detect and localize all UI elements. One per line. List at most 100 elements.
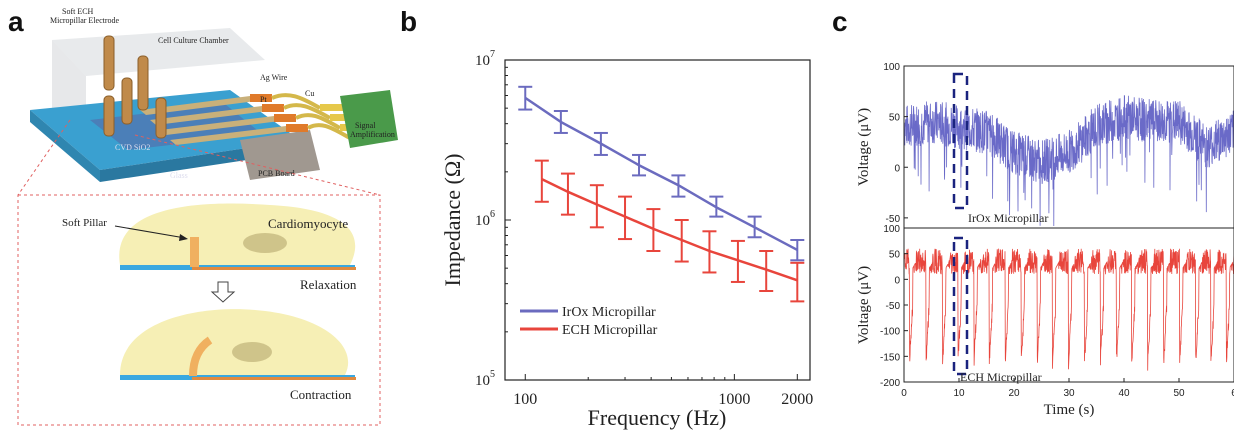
x-tick-label: 40 bbox=[1118, 388, 1130, 399]
x-tick-label: 0 bbox=[901, 388, 907, 399]
ag-wires bbox=[271, 93, 351, 140]
glass-substrate-front bbox=[30, 110, 100, 182]
contact-pads bbox=[250, 94, 308, 132]
zoom-guides bbox=[17, 119, 381, 426]
label-glass: Glass bbox=[170, 171, 188, 180]
ech-voltage-trace bbox=[903, 248, 1234, 371]
y-tick-label-bottom: 50 bbox=[889, 250, 901, 261]
label-soft-pillar: Soft Pillar bbox=[62, 217, 107, 229]
label-relaxation: Relaxation bbox=[300, 277, 357, 292]
x-tick-label: 2000 bbox=[781, 391, 813, 408]
irox-voltage-trace bbox=[903, 95, 1234, 227]
y-tick-label-bottom: -150 bbox=[880, 352, 900, 363]
y-tick-label-bottom: 100 bbox=[883, 224, 900, 235]
y-tick-label-top: 50 bbox=[889, 113, 901, 124]
label-cardiomyocyte: Cardiomyocyte bbox=[268, 216, 348, 231]
x-tick-label: 100 bbox=[513, 391, 537, 408]
error-bar bbox=[671, 174, 686, 198]
error-bar bbox=[759, 250, 774, 292]
error-bar bbox=[618, 195, 633, 241]
error-bar bbox=[790, 261, 805, 303]
label-chamber: Cell Culture Chamber bbox=[158, 36, 229, 45]
legend-ech: ECH Micropillar bbox=[960, 370, 1042, 384]
soft-pillar-relaxed bbox=[190, 237, 199, 267]
y-tick-label-top: 100 bbox=[883, 62, 900, 73]
label-ag-wire: Ag Wire bbox=[260, 73, 288, 82]
x-tick-label: 6 bbox=[1231, 388, 1234, 399]
label-electrode-line1: Soft ECH bbox=[62, 7, 94, 16]
x-tick-label: 30 bbox=[1063, 388, 1075, 399]
electrode-traces bbox=[140, 96, 292, 145]
error-bar bbox=[747, 215, 762, 239]
legend: IrOx Micropillar ECH Micropillar bbox=[520, 305, 658, 338]
x-tick-label: 20 bbox=[1008, 388, 1020, 399]
error-bar bbox=[646, 208, 661, 253]
error-bar bbox=[560, 172, 575, 216]
error-bar bbox=[518, 85, 533, 111]
y-tick-label-bottom: -50 bbox=[886, 301, 901, 312]
x-tick-label: 1000 bbox=[718, 391, 750, 408]
legend-irox: IrOx Micropillar bbox=[968, 211, 1048, 225]
panel-b-letter: b bbox=[400, 6, 418, 37]
plot-frame bbox=[504, 59, 811, 381]
label-pt: Pt bbox=[260, 95, 267, 104]
error-bar bbox=[553, 110, 568, 134]
y-axis-title: Impedance (Ω) bbox=[440, 154, 465, 287]
label-signal-line1: Signal bbox=[355, 121, 376, 130]
micropillars bbox=[103, 35, 167, 139]
series-line-0 bbox=[524, 96, 798, 252]
nucleus-contracted bbox=[232, 342, 272, 362]
error-bar bbox=[589, 184, 604, 229]
y-tick-exponent: 5 bbox=[490, 369, 495, 380]
panel-c-letter: c bbox=[832, 6, 848, 37]
pillar-pointer-arrow bbox=[114, 225, 186, 239]
error-bar bbox=[730, 239, 745, 283]
y-tick-label: 106 bbox=[475, 209, 495, 229]
panel-a-schematic: Soft ECH Micropillar Electrode Cell Cult… bbox=[17, 7, 398, 426]
label-cu: Cu bbox=[305, 89, 314, 98]
trace-relaxed bbox=[192, 267, 356, 270]
cell-contracted bbox=[120, 309, 349, 375]
soft-pillar-bent bbox=[189, 336, 213, 377]
y-tick-exponent: 7 bbox=[490, 49, 495, 60]
label-signal-line2: Amplification bbox=[350, 130, 395, 139]
highlight-box-irox bbox=[952, 72, 969, 210]
label-electrode-line2: Micropillar Electrode bbox=[50, 16, 120, 25]
arrow-head-icon bbox=[179, 234, 188, 241]
y-tick-label-top: 0 bbox=[894, 163, 900, 174]
nucleus-relaxed bbox=[243, 233, 287, 253]
series-line-1 bbox=[541, 178, 798, 282]
y-tick-label-bottom: -200 bbox=[880, 378, 900, 389]
label-contraction: Contraction bbox=[290, 387, 352, 402]
legend-label-irox: IrOx Micropillar bbox=[562, 305, 656, 320]
y-tick-label-bottom: -100 bbox=[880, 327, 900, 338]
y-tick-label: 105 bbox=[475, 369, 495, 389]
impedance-chart: 105 106 107 100 1000 2000 Frequency (Hz) Imp… bbox=[440, 49, 813, 430]
error-bar bbox=[709, 195, 724, 218]
trace-contracted bbox=[192, 377, 356, 380]
cell-relaxed bbox=[119, 203, 356, 265]
highlight-box-ech bbox=[952, 236, 969, 376]
x-tick-label: 10 bbox=[953, 388, 965, 399]
panel-a-letter: a bbox=[8, 6, 24, 37]
label-cvd: CVD SiO2 bbox=[115, 143, 150, 152]
voltage-traces-chart: 100 50 0 -50 100 50 0 -50 -100 -150 -200 0 10 20 30 4… bbox=[856, 62, 1234, 418]
label-pcb: PCB Board bbox=[258, 169, 295, 178]
y-tick-exponent: 6 bbox=[490, 209, 495, 220]
down-arrow-icon bbox=[210, 281, 236, 303]
y-tick-label-bottom: 0 bbox=[894, 275, 900, 286]
x-axis-title: Frequency (Hz) bbox=[588, 405, 727, 430]
error-bar bbox=[632, 153, 647, 177]
x-axis-title: Time (s) bbox=[1044, 402, 1095, 418]
legend-label-ech: ECH Micropillar bbox=[562, 323, 658, 338]
y-axis-title-top: Voltage (μV) bbox=[856, 108, 872, 186]
error-bar bbox=[790, 238, 805, 262]
y-tick-label-top: -50 bbox=[886, 214, 901, 225]
error-bar bbox=[702, 230, 717, 274]
error-bar bbox=[674, 219, 689, 263]
signal-amplification-board bbox=[340, 90, 398, 148]
x-tick-label: 50 bbox=[1173, 388, 1185, 399]
error-bar bbox=[593, 131, 608, 156]
y-tick-label: 107 bbox=[475, 49, 495, 69]
error-bar bbox=[534, 159, 549, 203]
